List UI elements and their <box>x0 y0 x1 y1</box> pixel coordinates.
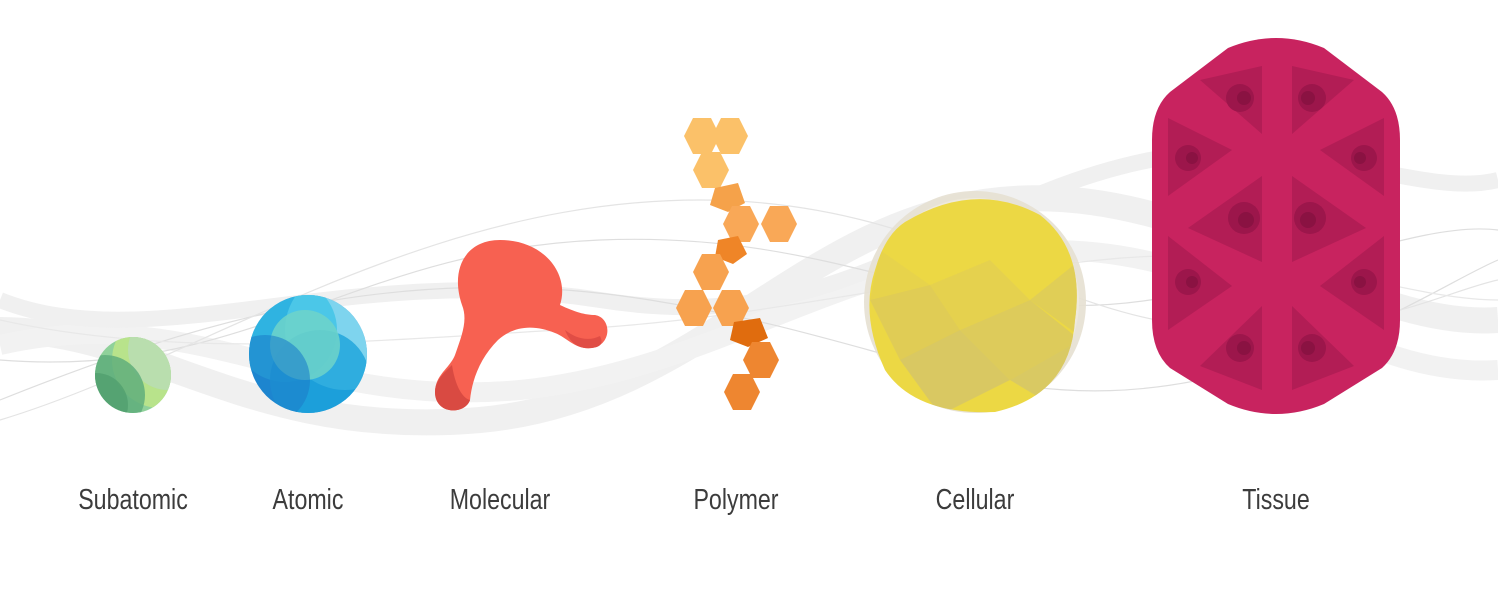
label-molecular: Molecular <box>449 484 551 516</box>
label-polymer: Polymer <box>693 484 779 516</box>
label-atomic: Atomic <box>272 484 344 516</box>
atom-icon <box>249 295 367 413</box>
label-cellular: Cellular <box>935 484 1015 516</box>
label-tissue: Tissue <box>1242 484 1310 516</box>
label-subatomic: Subatomic <box>78 484 188 516</box>
tissue-icon <box>1152 38 1400 414</box>
cell-icon <box>864 191 1086 413</box>
polymer-chain-icon <box>676 118 797 410</box>
molecule-icon <box>435 240 608 411</box>
